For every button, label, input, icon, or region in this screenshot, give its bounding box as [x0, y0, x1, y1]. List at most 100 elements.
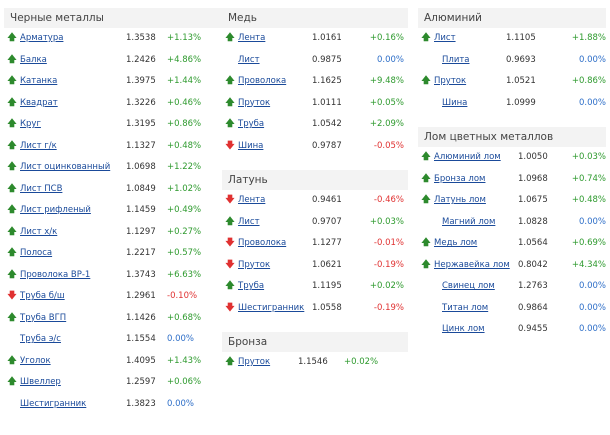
price-row: 🡅 Катанка 1.3975 +1.44% — [4, 71, 222, 93]
price-value: 1.1554 — [126, 334, 156, 344]
price-row: Свинец лом 1.2763 0.00% — [418, 276, 606, 298]
arrow-up-icon: 🡅 — [225, 119, 235, 129]
price-row: 🡅 Труба ВГП 1.1426 +0.68% — [4, 308, 222, 330]
arrow-down-icon: 🡇 — [225, 195, 235, 205]
price-row: 🡅 Лист 1.1105 +1.88% — [418, 28, 606, 50]
arrow-up-icon: 🡅 — [421, 152, 431, 162]
arrow-up-icon: 🡅 — [7, 226, 17, 237]
product-link[interactable]: Лист г/к — [20, 140, 57, 151]
price-row: 🡅 Лист оцинкованный 1.0698 +1.22% — [4, 157, 222, 179]
product-link[interactable]: Швеллер — [20, 377, 61, 387]
price-row: 🡅 Лист 0.9707 +0.03% — [222, 212, 408, 234]
product-link[interactable]: Шина — [442, 97, 468, 108]
product-link[interactable]: Лист оцинкованный — [20, 162, 111, 172]
product-link[interactable]: Лист — [434, 33, 456, 43]
product-link[interactable]: Бронза лом — [434, 173, 486, 184]
price-value: 1.0050 — [518, 152, 548, 162]
price-value: 1.0675 — [518, 195, 548, 205]
aluminium-heading: Алюминий — [418, 8, 606, 28]
change-value: -0.10% — [167, 291, 198, 301]
product-link[interactable]: Латунь лом — [434, 195, 486, 205]
price-value: 0.9875 — [312, 54, 342, 65]
product-link[interactable]: Пруток — [434, 76, 467, 86]
product-link[interactable]: Лист — [238, 54, 260, 65]
product-link[interactable]: Шестигранник — [20, 398, 87, 409]
product-link[interactable]: Арматура — [20, 33, 64, 43]
product-link[interactable]: Труба — [238, 119, 265, 129]
change-value: +0.86% — [167, 119, 202, 129]
product-link[interactable]: Круг — [20, 119, 41, 129]
price-row: 🡇 Пруток 1.0621 -0.19% — [222, 255, 408, 277]
price-row: 🡅 Проволока 1.1625 +9.48% — [222, 71, 408, 93]
product-link[interactable]: Пруток — [238, 259, 271, 270]
change-value: 0.00% — [578, 216, 606, 227]
product-link[interactable]: Алюминий лом — [434, 152, 501, 162]
product-link[interactable]: Лист х/к — [20, 226, 58, 237]
product-link[interactable]: Титан лом — [442, 302, 489, 313]
price-row: 🡅 Пруток 1.0111 +0.05% — [222, 93, 408, 115]
price-row: 🡅 Пруток 1.1546 +0.02% — [222, 352, 408, 374]
price-row: 🡅 Полоса 1.2217 +0.57% — [4, 243, 222, 265]
price-value: 0.9461 — [312, 195, 342, 205]
price-row: 🡅 Уголок 1.4095 +1.43% — [4, 351, 222, 373]
change-value: +0.57% — [167, 248, 202, 258]
price-value: 1.1546 — [298, 357, 328, 367]
product-link[interactable]: Плита — [442, 54, 470, 65]
arrow-up-icon: 🡅 — [225, 357, 235, 367]
price-value: 1.0828 — [518, 216, 548, 227]
product-link[interactable]: Цинк лом — [442, 324, 485, 334]
bronze-heading: Бронза — [222, 332, 408, 352]
brass-heading: Латунь — [222, 170, 408, 190]
product-link[interactable]: Свинец лом — [442, 281, 495, 291]
product-link[interactable]: Труба б/ш — [20, 291, 65, 301]
product-link[interactable]: Квадрат — [20, 97, 58, 108]
product-link[interactable]: Проволока — [238, 238, 287, 248]
product-link[interactable]: Проволока — [238, 76, 287, 86]
change-value: +4.86% — [167, 54, 202, 65]
change-value: +0.16% — [369, 33, 404, 43]
arrow-up-icon: 🡅 — [7, 355, 17, 366]
price-value: 1.1327 — [126, 140, 156, 151]
change-value: +1.02% — [167, 183, 202, 194]
ferrous-list: 🡅 Арматура 1.3538 +1.13% 🡅 Балка 1.2426 +4.86% 🡅… — [4, 28, 222, 415]
change-value: +0.27% — [167, 226, 202, 237]
column-ferrous: Черные металлы 🡅 Арматура 1.3538 +1.13% 🡅 Бал… — [4, 8, 222, 415]
price-value: 1.2961 — [126, 291, 156, 301]
product-link[interactable]: Лист рифленый — [20, 205, 91, 215]
copper-list: 🡅 Лента 1.0161 +0.16% Лист 0.9875 0.00% 🡅 Провол… — [222, 28, 408, 157]
product-link[interactable]: Лента — [238, 33, 266, 43]
change-value: +0.03% — [571, 152, 606, 162]
change-value: 0.00% — [578, 324, 606, 334]
product-link[interactable]: Медь лом — [434, 238, 478, 248]
arrow-up-icon: 🡅 — [421, 33, 431, 43]
product-link[interactable]: Лист — [238, 216, 260, 227]
arrow-up-icon: 🡅 — [7, 312, 17, 323]
product-link[interactable]: Труба э/с — [20, 334, 61, 344]
arrow-down-icon: 🡇 — [225, 238, 235, 248]
product-link[interactable]: Труба ВГП — [20, 312, 67, 323]
product-link[interactable]: Нержавейка лом — [434, 259, 510, 270]
product-link[interactable]: Шестигранник — [238, 302, 305, 313]
change-value: +1.88% — [571, 33, 606, 43]
price-value: 0.9707 — [312, 216, 342, 227]
arrow-up-icon: 🡅 — [225, 281, 235, 291]
product-link[interactable]: Лист ПСВ — [20, 183, 63, 194]
price-value: 0.8042 — [518, 259, 548, 270]
price-row: 🡅 Арматура 1.3538 +1.13% — [4, 28, 222, 50]
product-link[interactable]: Лента — [238, 195, 266, 205]
product-link[interactable]: Уголок — [20, 355, 51, 366]
arrow-down-icon: 🡇 — [7, 291, 17, 301]
change-value: 0.00% — [578, 97, 606, 108]
price-value: 1.0999 — [506, 97, 536, 108]
product-link[interactable]: Магний лом — [442, 216, 496, 227]
product-link[interactable]: Пруток — [238, 97, 271, 108]
product-link[interactable]: Балка — [20, 54, 47, 65]
product-link[interactable]: Полоса — [20, 248, 53, 258]
product-link[interactable]: Шина — [238, 140, 264, 151]
change-value: 0.00% — [376, 54, 404, 65]
product-link[interactable]: Проволока ВР-1 — [20, 269, 91, 280]
product-link[interactable]: Труба — [238, 281, 265, 291]
product-link[interactable]: Пруток — [238, 357, 271, 367]
change-value: +0.05% — [369, 97, 404, 108]
product-link[interactable]: Катанка — [20, 76, 58, 86]
